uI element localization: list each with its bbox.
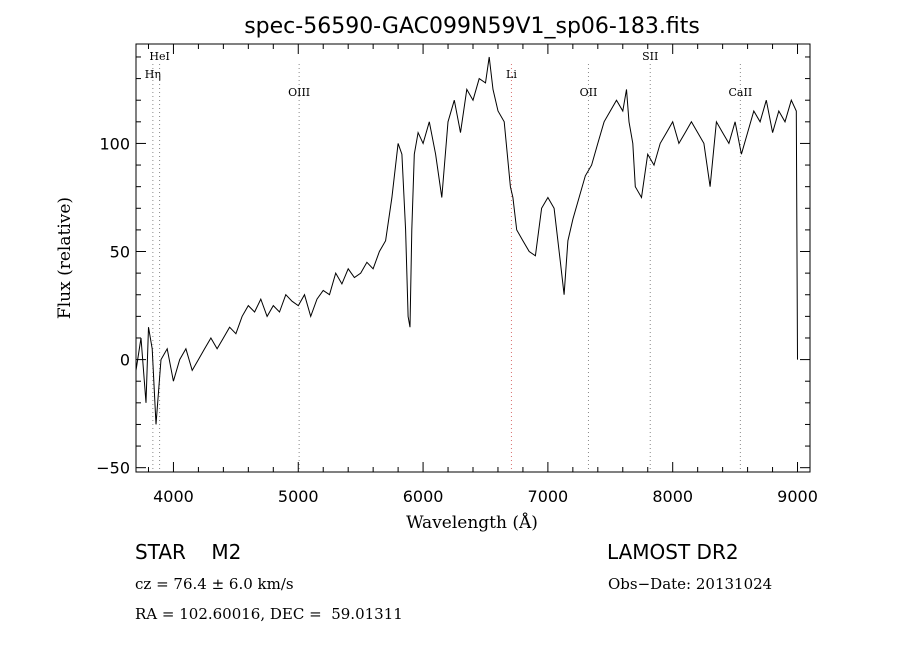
x-tick-label: 6000: [403, 487, 444, 506]
x-tick-label: 5000: [278, 487, 319, 506]
x-axis-ticks: 4000 5000 6000 7000 8000 9000: [153, 44, 818, 506]
y-tick-label: 0: [120, 351, 130, 370]
spectral-line-label: SII: [642, 50, 658, 63]
x-axis-label: Wavelength (Å): [406, 512, 538, 533]
y-tick-label: 50: [110, 243, 130, 262]
redshift-velocity: cz = 76.4 ± 6.0 km/s: [135, 575, 294, 593]
spectral-line-markers: HeI Hη OIII Li OII SII CaII: [145, 50, 752, 472]
y-tick-label: 100: [99, 134, 130, 153]
x-tick-label: 9000: [777, 487, 818, 506]
observation-date: Obs−Date: 20131024: [608, 575, 773, 593]
minor-ticks: [136, 44, 810, 472]
y-axis-label: Flux (relative): [55, 197, 75, 319]
coordinates-ra-dec: RA = 102.60016, DEC = 59.01311: [135, 605, 403, 623]
spectral-line-label: HeI: [149, 50, 169, 63]
spectral-line-label: OII: [580, 86, 598, 99]
chart-title: spec-56590-GAC099N59V1_sp06-183.fits: [244, 14, 700, 39]
x-tick-label: 4000: [153, 487, 194, 506]
spectral-line-label: Li: [506, 68, 517, 81]
y-tick-label: −50: [96, 459, 130, 478]
spectral-line-label: OIII: [288, 86, 310, 99]
spectral-line-label: Hη: [145, 68, 161, 81]
x-tick-label: 7000: [528, 487, 569, 506]
y-axis-ticks: −50 0 50 100: [96, 134, 810, 478]
spectral-line-label: CaII: [729, 86, 753, 99]
survey-name: LAMOST DR2: [607, 540, 739, 564]
plot-frame: [135, 43, 811, 473]
x-tick-label: 8000: [652, 487, 693, 506]
spectrum-series-line: [135, 56, 798, 425]
star-classification: STAR M2: [135, 540, 242, 564]
